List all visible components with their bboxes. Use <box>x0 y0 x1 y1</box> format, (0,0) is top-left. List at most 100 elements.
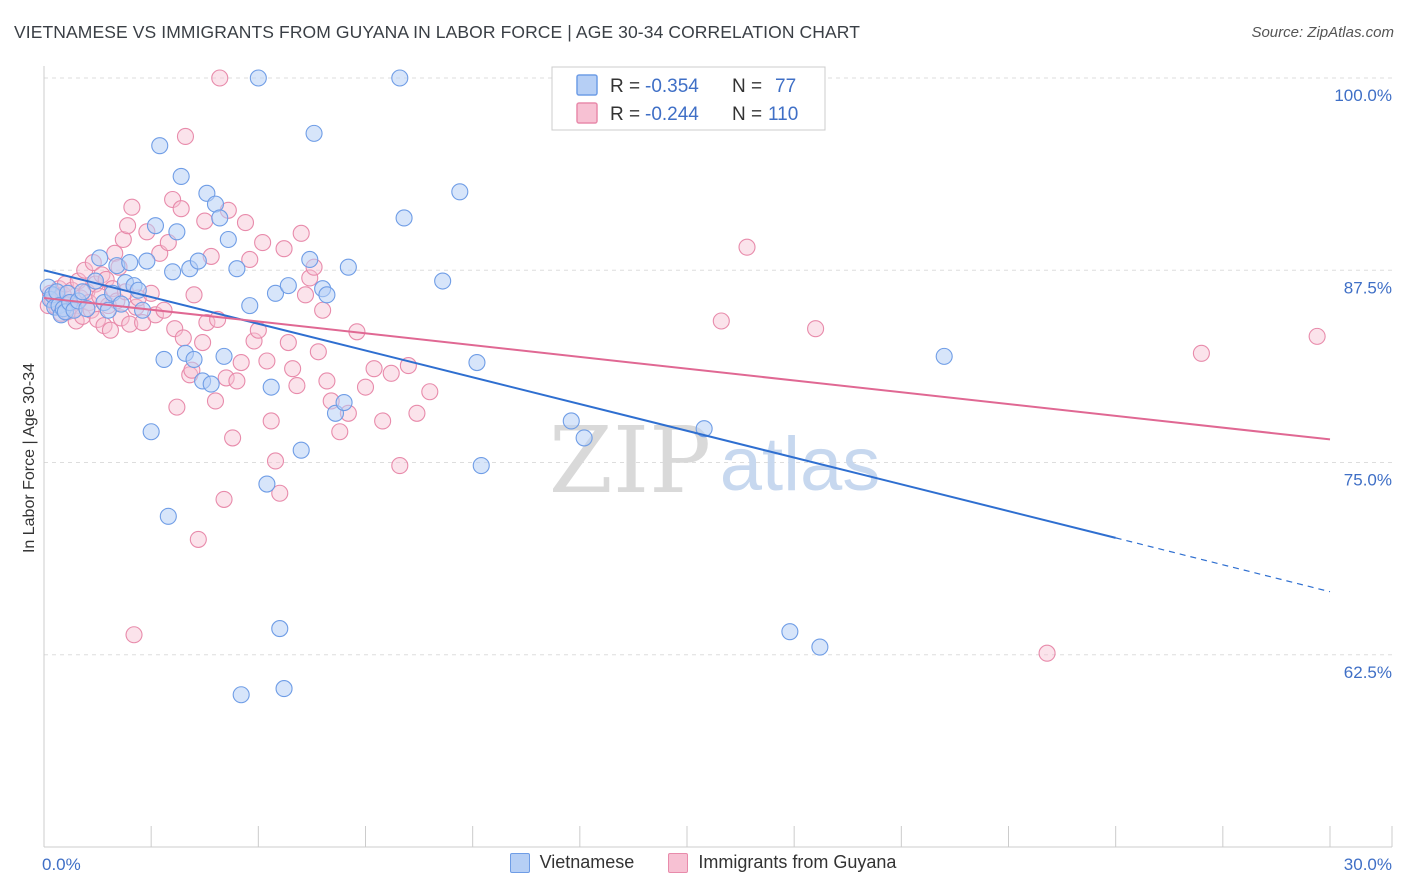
point-guyana <box>168 398 186 416</box>
point-vietnamese <box>121 254 139 272</box>
point-vietnamese <box>189 252 207 270</box>
point-guyana <box>236 214 255 232</box>
point-guyana <box>288 377 306 395</box>
point-guyana <box>1192 344 1210 362</box>
y-tick-label: 87.5% <box>1344 278 1392 297</box>
point-vietnamese <box>91 249 109 267</box>
legend-swatch-guyana <box>576 102 598 124</box>
point-vietnamese <box>575 429 593 447</box>
point-guyana <box>119 217 137 235</box>
point-guyana <box>206 392 225 410</box>
point-vietnamese <box>266 284 285 302</box>
point-vietnamese <box>391 69 409 87</box>
watermark: ZIP atlas <box>549 407 880 514</box>
point-guyana <box>125 626 143 644</box>
point-vietnamese <box>185 350 203 369</box>
point-vietnamese <box>339 258 357 276</box>
point-vietnamese <box>335 393 353 412</box>
point-vietnamese <box>112 295 130 313</box>
point-vietnamese <box>472 457 490 475</box>
point-guyana <box>382 364 400 382</box>
point-vietnamese <box>451 183 469 201</box>
point-guyana <box>241 250 259 269</box>
point-vietnamese <box>468 353 486 372</box>
point-vietnamese <box>172 167 190 185</box>
point-vietnamese <box>164 263 182 281</box>
point-guyana <box>196 212 214 230</box>
legend-r-label-guyana: R = <box>610 104 640 125</box>
point-vietnamese <box>292 441 310 459</box>
point-guyana <box>365 360 383 378</box>
point-guyana <box>314 301 332 319</box>
point-guyana <box>356 378 375 396</box>
x-tick-label: 30.0% <box>1344 855 1392 874</box>
stats-legend: R = -0.354 N = 77 R = -0.244 N = 110 <box>551 66 826 131</box>
point-guyana <box>232 353 250 372</box>
point-guyana <box>284 360 302 378</box>
watermark-atlas: atlas <box>720 422 881 507</box>
point-guyana <box>194 333 212 352</box>
point-guyana <box>166 320 184 338</box>
point-guyana <box>391 457 409 475</box>
point-guyana <box>408 404 426 422</box>
point-guyana <box>121 315 139 333</box>
points-vietnamese <box>39 69 953 704</box>
point-vietnamese <box>168 223 186 241</box>
series-legend-label-vietnamese: Vietnamese <box>539 852 635 872</box>
point-guyana <box>309 343 327 361</box>
point-guyana <box>164 190 182 209</box>
point-vietnamese <box>211 209 229 227</box>
legend-r-value-vietnamese: -0.354 <box>645 76 699 97</box>
y-tick-label: 62.5% <box>1344 663 1392 682</box>
point-vietnamese <box>811 638 829 656</box>
point-vietnamese <box>78 300 96 318</box>
point-guyana <box>279 333 297 352</box>
point-vietnamese <box>271 620 289 638</box>
point-vietnamese <box>215 347 233 365</box>
series-legend-swatch-vietnamese <box>509 852 530 873</box>
series-legend: Vietnamese Immigrants from Guyana <box>0 852 1406 873</box>
point-vietnamese <box>301 250 319 269</box>
point-vietnamese <box>202 375 220 393</box>
trend-lines <box>43 269 1331 593</box>
legend-n-label-vietnamese: N = <box>732 76 762 97</box>
point-guyana <box>262 412 280 430</box>
point-guyana <box>1038 644 1056 662</box>
point-vietnamese <box>318 286 336 304</box>
point-vietnamese <box>275 680 293 698</box>
x-tick-label: 0.0% <box>42 855 81 874</box>
point-guyana <box>258 352 276 370</box>
point-vietnamese <box>562 412 580 430</box>
point-guyana <box>807 320 825 338</box>
point-guyana <box>254 234 272 252</box>
series-legend-label-guyana: Immigrants from Guyana <box>698 852 897 872</box>
point-guyana <box>292 224 310 242</box>
point-vietnamese <box>305 124 323 142</box>
point-guyana <box>198 313 216 332</box>
point-guyana <box>245 332 263 350</box>
legend-n-label-guyana: N = <box>732 104 762 125</box>
point-guyana <box>228 372 246 390</box>
series-legend-swatch-guyana <box>668 852 689 873</box>
point-vietnamese <box>138 252 156 270</box>
point-guyana <box>185 286 203 304</box>
series-legend-item-vietnamese: Vietnamese <box>509 852 635 873</box>
point-guyana <box>114 230 132 249</box>
point-guyana <box>421 383 439 401</box>
point-guyana <box>318 372 336 390</box>
point-guyana <box>738 238 756 256</box>
point-guyana <box>174 329 192 347</box>
point-vietnamese <box>219 230 237 249</box>
point-vietnamese <box>241 297 259 315</box>
point-guyana <box>275 240 293 258</box>
trend-line-guyana <box>43 296 1331 441</box>
legend-r-value-guyana: -0.244 <box>645 104 699 125</box>
tick-labels: 100.0% 87.5% 75.0% 62.5% 0.0% 30.0% <box>42 86 1392 874</box>
point-guyana <box>712 312 730 330</box>
point-guyana <box>1308 327 1326 345</box>
point-guyana <box>172 200 190 218</box>
point-vietnamese <box>279 277 297 295</box>
point-vietnamese <box>935 347 953 365</box>
chart-source: Source: ZipAtlas.com <box>1251 24 1394 41</box>
